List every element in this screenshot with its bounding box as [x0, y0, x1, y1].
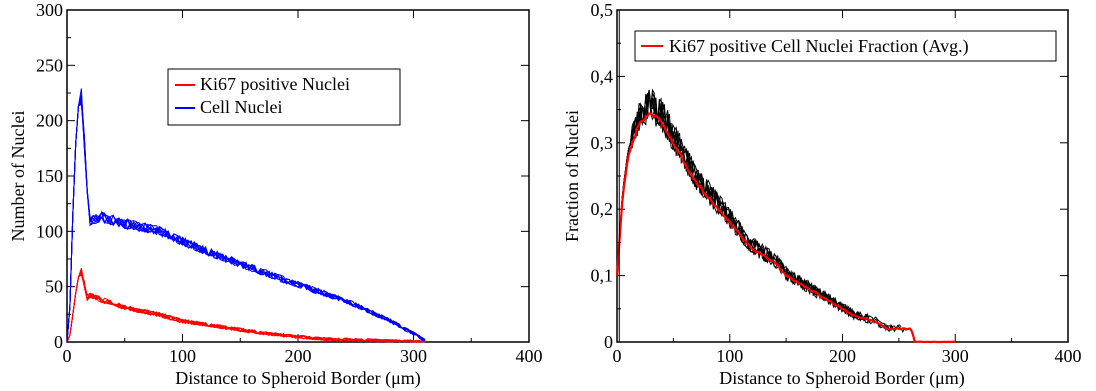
- left-y-tick-label: 150: [36, 166, 63, 186]
- right-chart: 0 100 200 300 400 0 0,1 0,2 0,3 0,4 0,5 Ki67 posit…: [562, 0, 1082, 389]
- left-x-tick-label: 400: [516, 346, 543, 366]
- right-x-tick-label: 400: [1055, 346, 1082, 366]
- right-y-tick-label: 0,3: [591, 133, 614, 153]
- legend-label-cell-nuclei: Cell Nuclei: [200, 97, 282, 117]
- right-x-tick-label: 300: [942, 346, 969, 366]
- left-plot-frame: [66, 9, 530, 343]
- left-x-axis-label: Distance to Spheroid Border (μm): [175, 368, 421, 389]
- left-y-tick-label: 300: [36, 0, 63, 20]
- left-legend-box: [167, 68, 401, 126]
- left-y-tick-label: 0: [54, 332, 63, 352]
- right-y-axis-label: Fraction of Nuclei: [562, 110, 582, 242]
- right-series-1-trace: [616, 92, 897, 331]
- left-y-tick-label: 50: [45, 277, 63, 297]
- left-legend: Ki67 positive Nuclei Cell Nuclei: [167, 68, 401, 126]
- left-series-1-trace: [66, 94, 426, 343]
- right-series-0-trace: [615, 112, 956, 344]
- left-series-1-trace: [66, 99, 426, 343]
- legend-label-ki67-nuclei: Ki67 positive Nuclei: [200, 74, 350, 94]
- left-y-tick-label: 250: [36, 55, 63, 75]
- left-x-tick-label: 100: [169, 346, 196, 366]
- right-x-axis-label: Distance to Spheroid Border (μm): [719, 368, 965, 389]
- right-x-tick-label: 200: [829, 346, 856, 366]
- right-y-tick-label: 0,4: [591, 66, 614, 86]
- left-x-tick-label: 200: [285, 346, 312, 366]
- left-series-1-trace: [66, 97, 426, 343]
- right-x-tick-label: 100: [716, 346, 743, 366]
- right-y-tick-label: 0: [604, 332, 613, 352]
- right-series-group: [615, 10, 956, 344]
- right-axis-ticks: 0 100 200 300 400 0 0,1 0,2 0,3 0,4 0,5: [591, 0, 1082, 366]
- right-legend: Ki67 positive Cell Nuclei Fraction (Avg.…: [634, 30, 1057, 62]
- right-series-1-trace: [616, 92, 907, 333]
- left-y-axis-label: Number of Nuclei: [8, 111, 28, 242]
- legend-label-ki67-fraction: Ki67 positive Cell Nuclei Fraction (Avg.…: [669, 36, 969, 57]
- left-chart: 0 100 200 300 400 0 50 100 150 200 250 300 Ki67 pos…: [8, 0, 543, 389]
- left-x-tick-label: 300: [400, 346, 427, 366]
- right-y-tick-label: 0,2: [591, 199, 614, 219]
- left-series-group: [66, 88, 426, 343]
- left-series-0-trace: [66, 269, 426, 343]
- right-y-tick-label: 0,5: [591, 0, 614, 20]
- left-axis-ticks: 0 100 200 300 400 0 50 100 150 200 250 300: [36, 0, 543, 366]
- left-y-tick-label: 100: [36, 221, 63, 241]
- left-x-tick-label: 0: [63, 346, 72, 366]
- right-legend-box: [634, 30, 1057, 62]
- left-y-tick-label: 200: [36, 111, 63, 131]
- right-y-tick-label: 0,1: [591, 266, 614, 286]
- right-x-tick-label: 0: [613, 346, 622, 366]
